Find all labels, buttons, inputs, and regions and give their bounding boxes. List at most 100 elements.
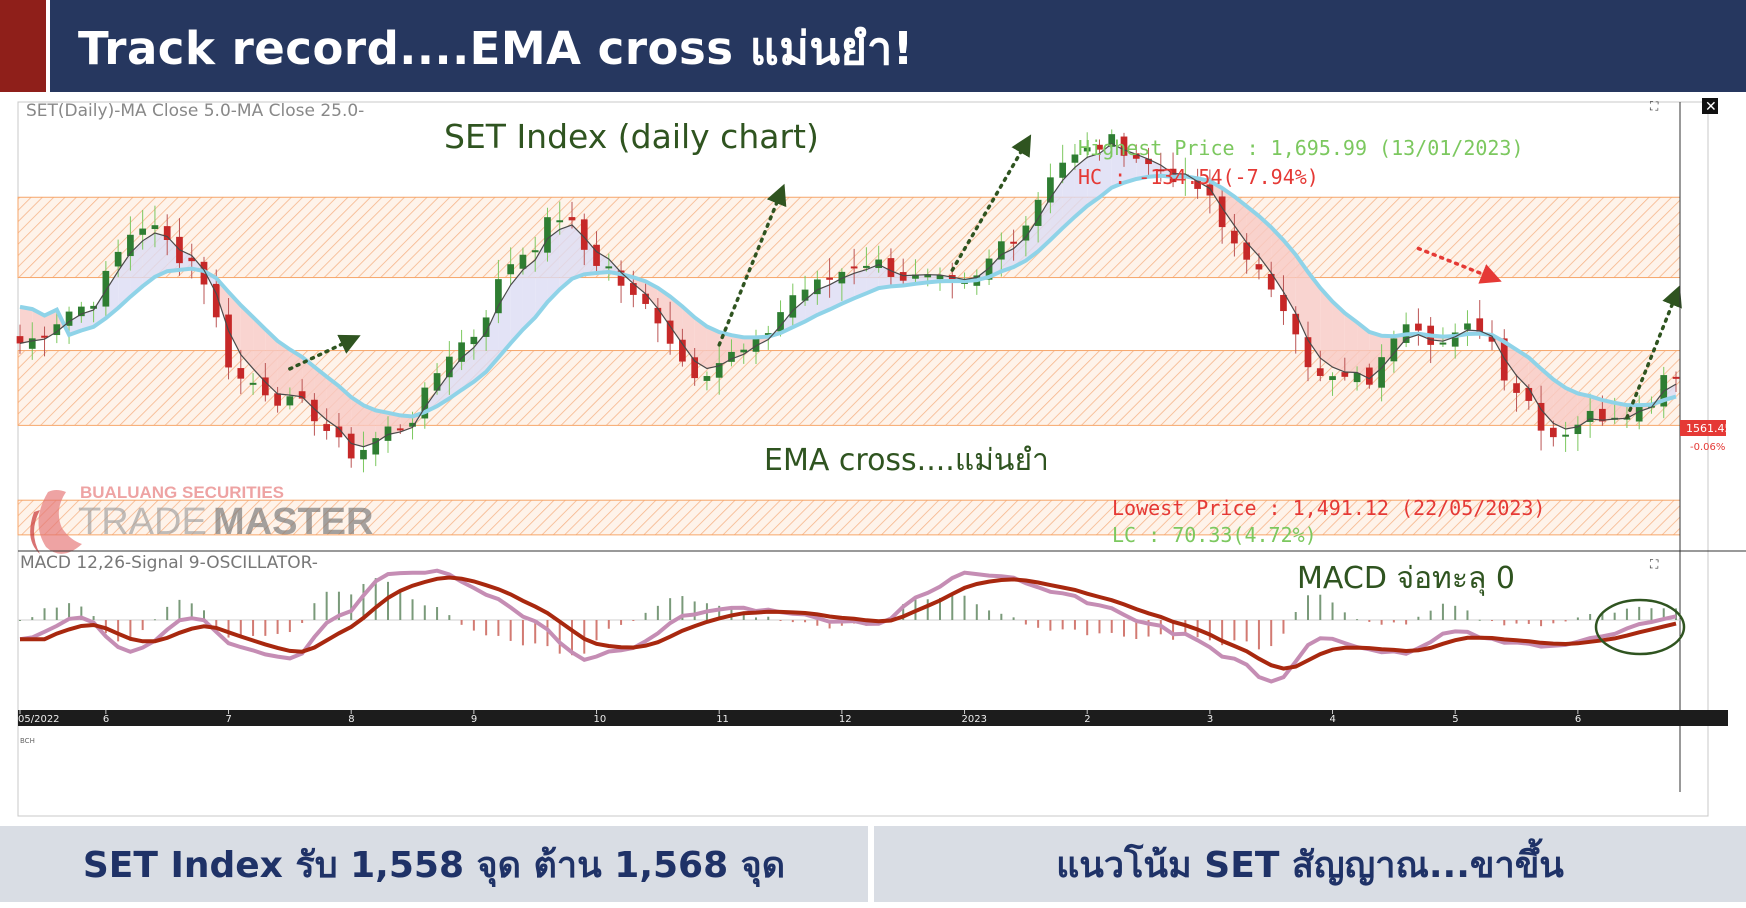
histogram-bar [951, 594, 954, 620]
histogram-bar [1454, 605, 1457, 620]
ema-fill-segment [363, 405, 376, 447]
expand-icon[interactable]: ⛶ [1649, 99, 1659, 113]
histogram-bar [1319, 594, 1322, 620]
close-icon[interactable] [1702, 98, 1718, 114]
histogram-bar [1380, 620, 1383, 625]
candle-body [384, 426, 392, 441]
macd-expand-icon[interactable]: ⛶ [1649, 557, 1659, 571]
histogram-bar [411, 599, 414, 620]
ema-fill-segment [228, 291, 241, 355]
candle-body [16, 336, 24, 344]
histogram-bar [669, 598, 672, 620]
trend-signal-panel: แนวโน้ม SET สัญญาณ...ขาขึ้น [874, 826, 1746, 902]
banner-stripe [46, 0, 50, 92]
price-zone-0 [17, 196, 1681, 279]
ema-fill-segment [866, 264, 879, 294]
candle-body [1231, 230, 1238, 244]
candle-body [28, 338, 36, 349]
candle-body [458, 342, 465, 362]
candle-body [1157, 169, 1165, 172]
histogram-bar [1110, 620, 1113, 633]
time-tick-label: 4 [1330, 714, 1336, 725]
histogram-bar [1503, 620, 1506, 626]
histogram-bar [1552, 620, 1555, 624]
candle-body [544, 217, 551, 253]
ema-fill-segment [253, 317, 266, 383]
time-tick-label: 9 [471, 714, 477, 725]
histogram-bar [117, 620, 120, 642]
candle-body [1586, 410, 1594, 422]
candle-body [1022, 225, 1030, 241]
histogram-bar [620, 620, 623, 625]
candle-body [666, 320, 674, 344]
candle-body [1378, 357, 1385, 388]
down-trend-arrow [1416, 246, 1502, 284]
candle-body [580, 219, 588, 250]
ema-fill-segment [449, 357, 462, 399]
up-trend-arrow [950, 134, 1032, 272]
histogram-bar [1208, 620, 1211, 641]
candlesticks [16, 129, 1680, 473]
candle-body [813, 279, 821, 295]
histogram-bar [436, 607, 439, 620]
histogram-bar [1441, 603, 1444, 620]
histogram-bar [1123, 620, 1125, 637]
candle-body [1059, 162, 1067, 178]
candle-body [1439, 342, 1447, 345]
candle-body [1329, 376, 1336, 380]
candle-body [65, 311, 73, 326]
histogram-bar [1429, 610, 1432, 620]
histogram-bar [767, 616, 770, 620]
candle-body [286, 396, 294, 406]
ema-fill-segment [1025, 218, 1039, 261]
candle-body [605, 266, 613, 269]
histogram-bar [656, 605, 659, 620]
time-tick-label: 10 [594, 714, 607, 725]
histogram-bar [607, 620, 610, 629]
ema-fill-segment [559, 224, 572, 290]
histogram-bar [423, 605, 426, 620]
ema-fill-segment [326, 376, 339, 429]
ema-fill-segment [1357, 322, 1370, 379]
histogram-bar [1343, 612, 1346, 620]
time-tick-label: 2 [1084, 714, 1090, 725]
candle-body [470, 336, 478, 345]
histogram-bar [1245, 620, 1248, 642]
histogram-bar [485, 620, 488, 636]
histogram-bar [1172, 620, 1175, 640]
histogram-bar [19, 620, 21, 621]
candle-body [617, 270, 625, 286]
histogram-bar [92, 616, 95, 620]
time-tick-label: 6 [103, 714, 109, 725]
up-trend-arrow [717, 183, 787, 347]
time-tick-label: 12 [839, 714, 852, 725]
histogram-bar [1405, 620, 1408, 625]
ema-fill-segment [706, 326, 720, 369]
ema-fill-segment [694, 317, 707, 369]
ema-fill-segment [142, 232, 155, 287]
candle-body [188, 257, 196, 262]
candle-body [899, 272, 907, 281]
signal-line [20, 575, 1677, 671]
candle-body [1108, 134, 1116, 147]
candle-body [1010, 241, 1017, 244]
candle-body [1255, 264, 1263, 270]
candle-body [850, 266, 858, 269]
histogram-bar [80, 606, 83, 620]
histogram-bar [755, 617, 757, 620]
candle-body [139, 228, 147, 235]
histogram-bar [374, 578, 377, 620]
time-tick-label: 05/2022 [18, 714, 60, 725]
histogram-bar [1466, 610, 1469, 620]
time-tick-label: 3 [1207, 714, 1213, 725]
histogram-bar [1356, 619, 1359, 621]
candle-body [114, 251, 122, 267]
candle-body [1525, 387, 1533, 401]
candle-body [703, 376, 711, 381]
highest-price-label: Highest Price : 1,695.99 (13/01/2023) [1078, 136, 1524, 160]
ema-fill-segment [1099, 143, 1112, 198]
candle-body [679, 339, 686, 362]
candle-body [421, 387, 429, 419]
time-tick-label: 7 [226, 714, 232, 725]
candle-body [261, 377, 269, 396]
